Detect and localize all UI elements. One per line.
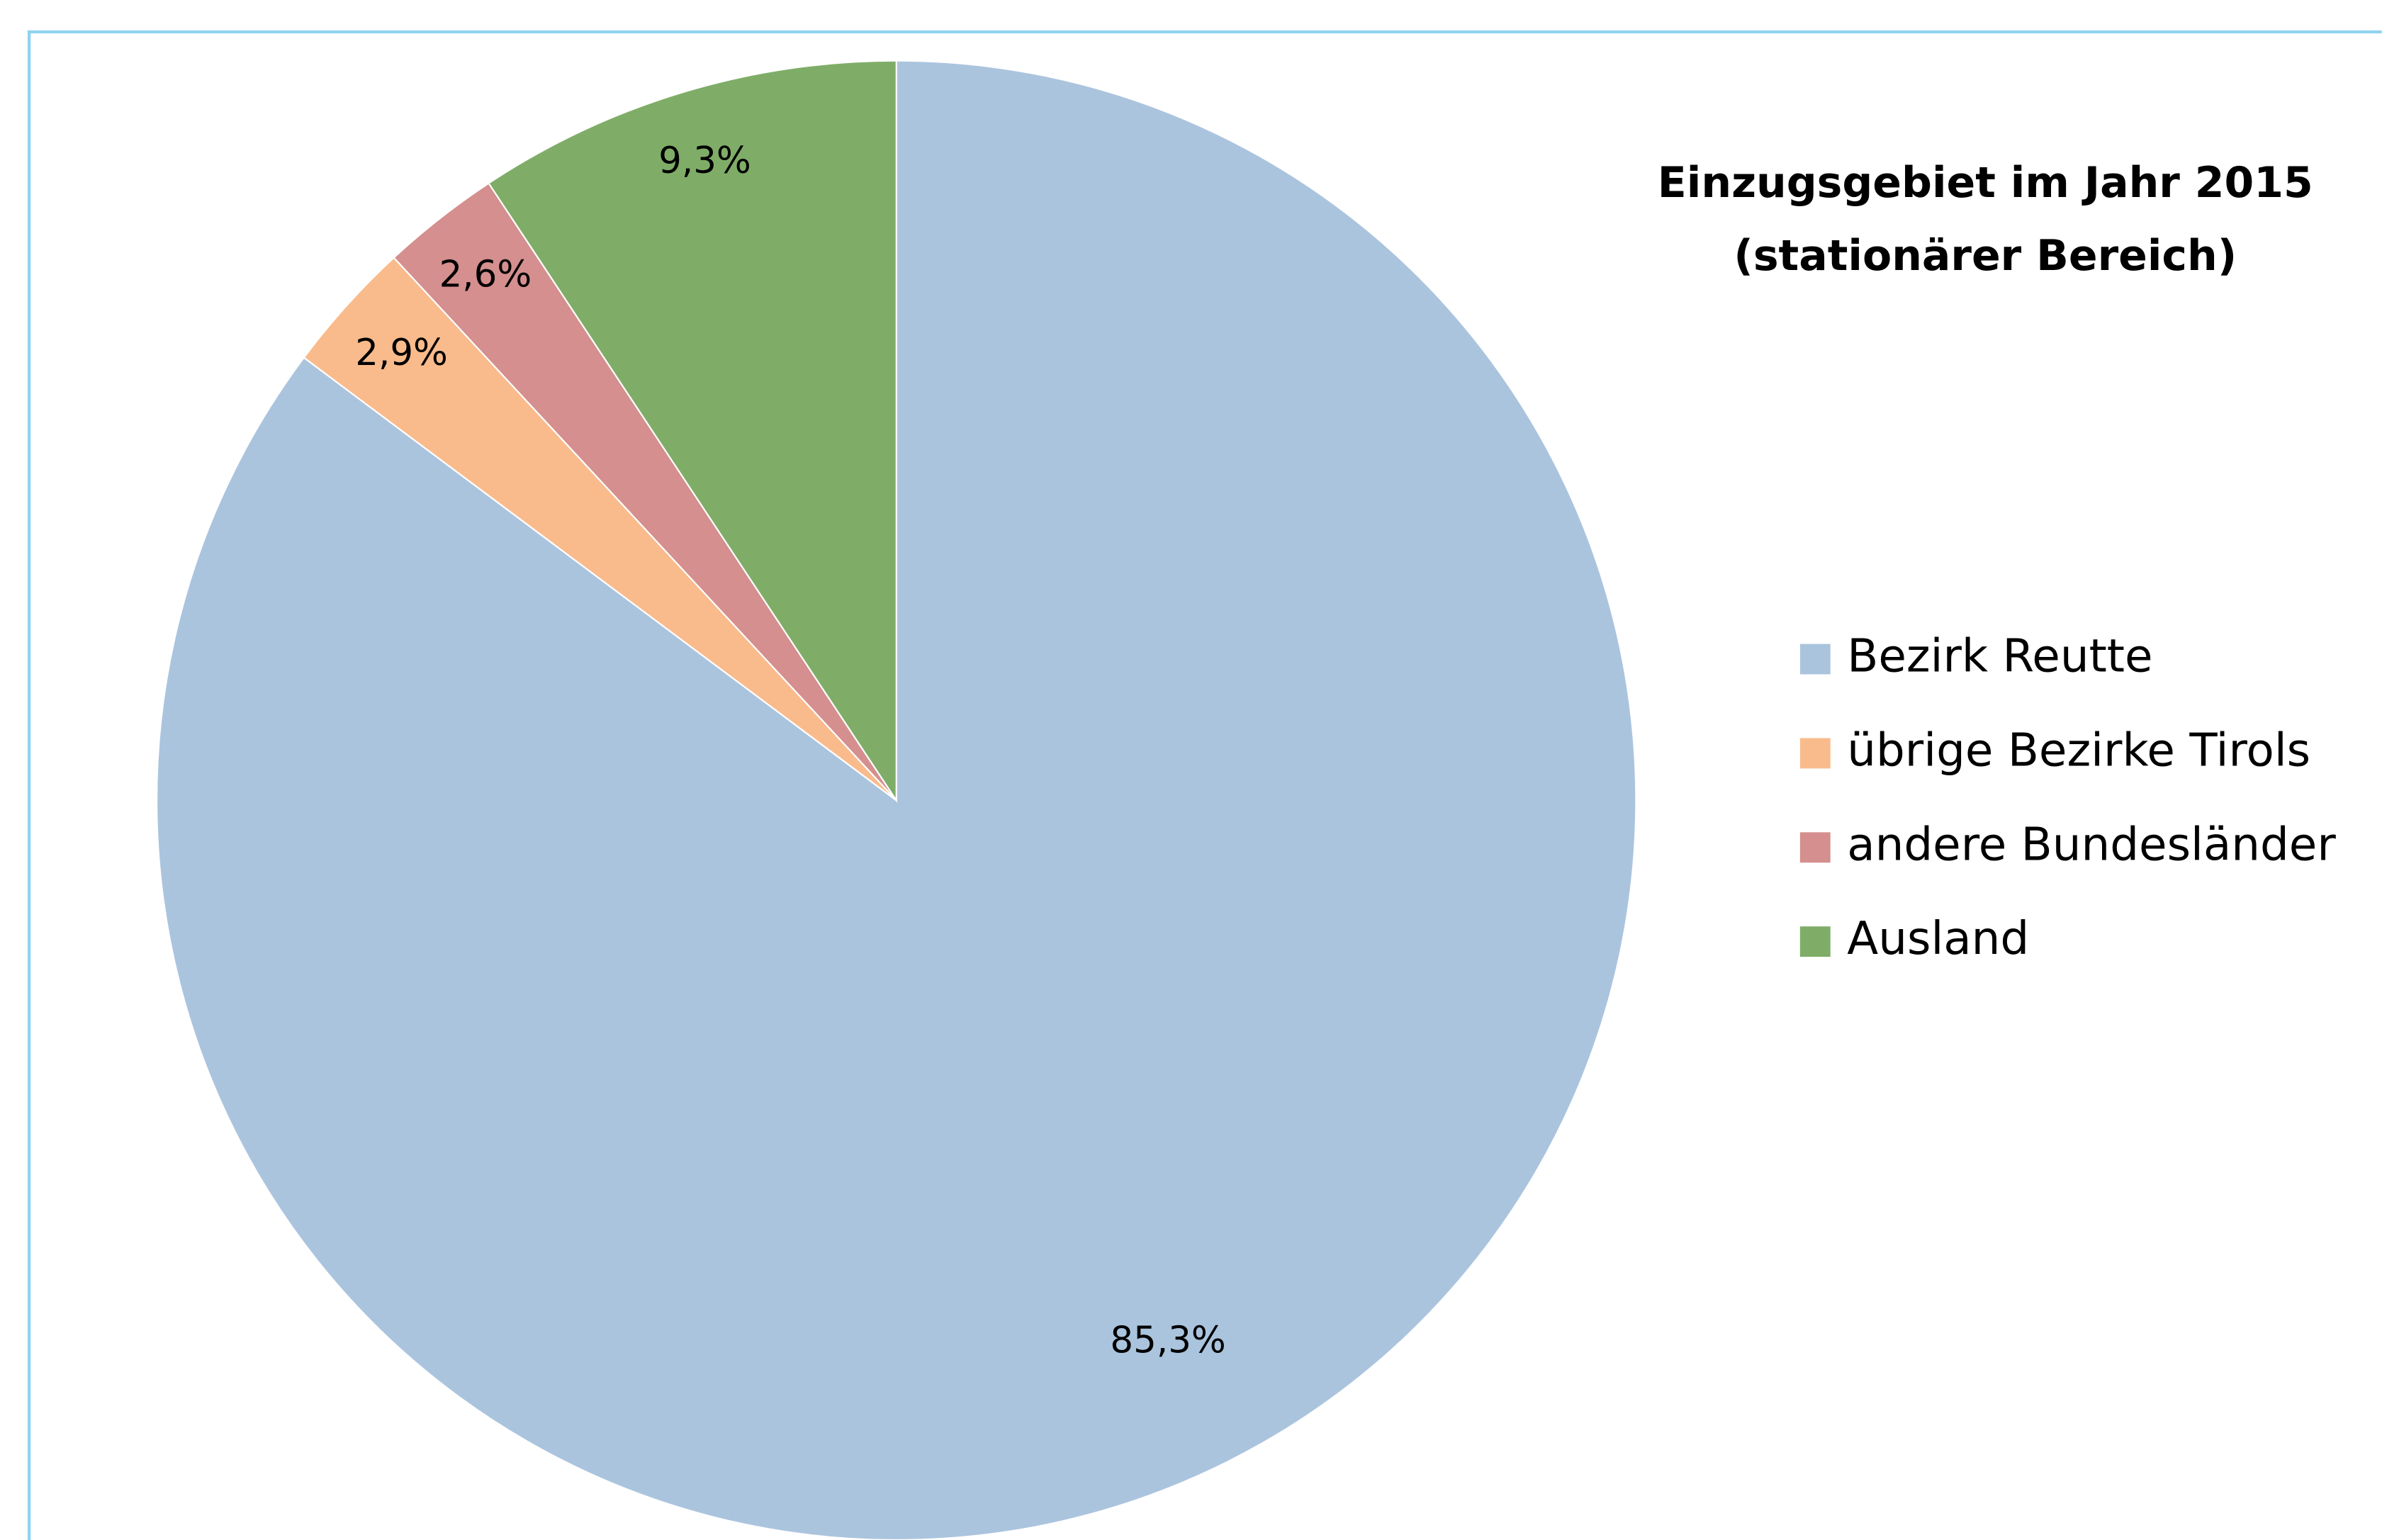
data-label: 2,6% xyxy=(439,253,532,296)
legend-label: Bezirk Reutte xyxy=(1847,630,2152,683)
legend-swatch xyxy=(1799,738,1831,769)
data-label: 2,9% xyxy=(355,332,448,374)
legend-label: übrige Bezirke Tirols xyxy=(1847,724,2310,777)
data-label: 85,3% xyxy=(1110,1319,1225,1361)
chart-subtitle: (stationärer Bereich) xyxy=(1734,231,2237,281)
legend-label: andere Bundesländer xyxy=(1847,818,2336,871)
legend-label: Ausland xyxy=(1847,912,2029,965)
chart-title: Einzugsgebiet im Jahr 2015 xyxy=(1658,158,2313,208)
pie-slice xyxy=(156,60,1637,1540)
legend-swatch xyxy=(1799,926,1831,957)
frame xyxy=(27,30,2382,1540)
pie-slice xyxy=(488,60,897,803)
legend-swatch xyxy=(1799,832,1831,863)
legend-swatch xyxy=(1799,643,1831,675)
data-label: 9,3% xyxy=(658,140,751,182)
